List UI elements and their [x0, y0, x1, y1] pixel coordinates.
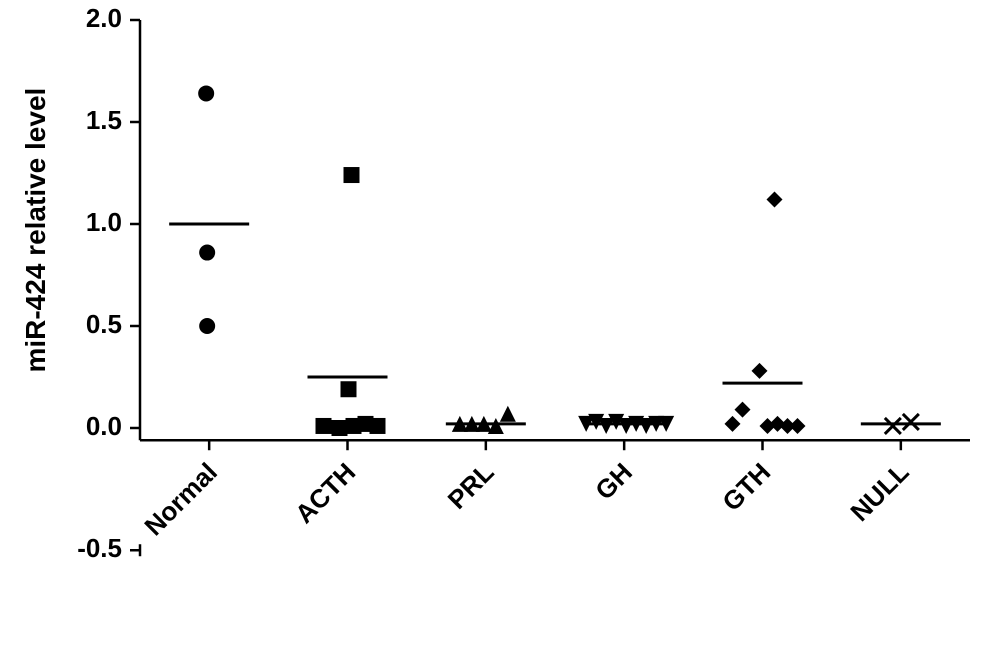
x-tick-label: GH	[589, 457, 638, 506]
series-PRL	[446, 406, 526, 434]
y-axis-title: miR-424 relative level	[20, 88, 51, 373]
y-tick-label: 1.0	[86, 207, 122, 237]
data-point	[341, 381, 357, 397]
data-point	[735, 402, 751, 418]
series-ACTH	[308, 167, 388, 436]
data-point	[344, 167, 360, 183]
y-tick-label: 1.5	[86, 105, 122, 135]
x-tick-label: ACTH	[289, 457, 361, 529]
series-Normal	[169, 85, 249, 334]
x-tick-label: PRL	[442, 457, 500, 515]
x-tick-label: GTH	[716, 457, 776, 517]
data-point	[767, 192, 783, 208]
data-point	[316, 418, 332, 434]
data-point	[790, 418, 806, 434]
data-point	[198, 85, 214, 101]
chart-container: 0.0 0.5 1.0 1.5 2.0 -0.5 miR-424 relative leve…	[0, 0, 1000, 670]
data-point	[725, 416, 741, 432]
y-tick-label: -0.5	[77, 533, 122, 563]
data-point	[885, 418, 901, 434]
y-tick-label: 0.0	[86, 411, 122, 441]
data-point	[903, 414, 919, 430]
data-point	[370, 418, 386, 434]
data-point	[199, 318, 215, 334]
data-point	[500, 406, 516, 422]
data-point	[199, 245, 215, 261]
x-tick-label: NULL	[844, 457, 914, 527]
x-tick-label: Normal	[138, 457, 223, 542]
data-point	[332, 420, 348, 436]
series-NULL	[861, 414, 941, 434]
data-point	[752, 363, 768, 379]
series-GTH	[723, 192, 806, 434]
scatter-chart: 0.0 0.5 1.0 1.5 2.0 -0.5 miR-424 relative leve…	[0, 0, 1000, 670]
series-GH	[578, 414, 674, 434]
y-tick-label: 0.5	[86, 309, 122, 339]
y-tick-label: 2.0	[86, 3, 122, 33]
